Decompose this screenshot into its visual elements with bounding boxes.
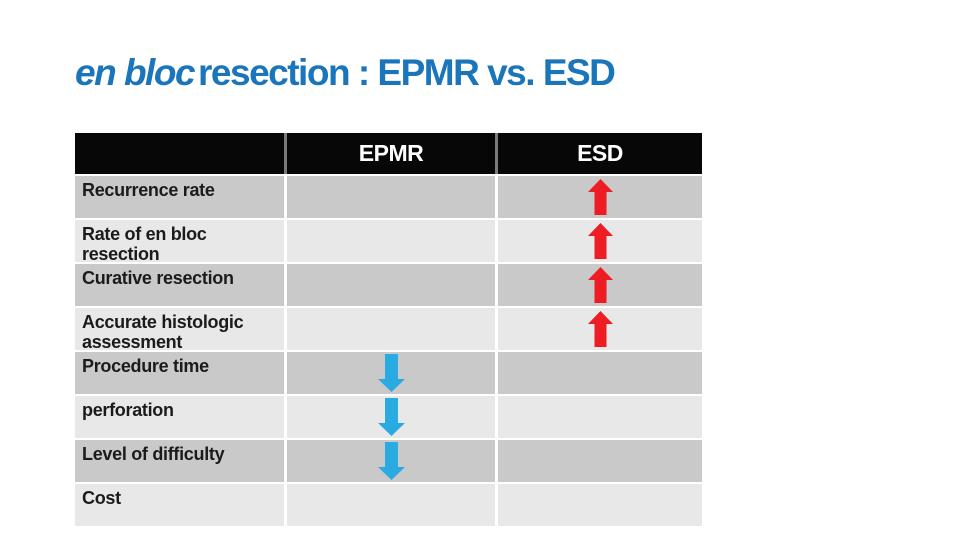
row-label: Cost: [75, 484, 284, 526]
epmr-cell: [287, 396, 495, 438]
row-label: Rate of en bloc resection: [75, 220, 284, 262]
esd-cell: [498, 220, 702, 262]
column-divider: [284, 440, 287, 482]
header-cell-esd: ESD: [498, 133, 702, 174]
epmr-cell: [287, 308, 495, 350]
column-divider: [495, 176, 498, 218]
epmr-cell: [287, 440, 495, 482]
esd-cell: [498, 264, 702, 306]
column-divider: [284, 133, 287, 174]
table-row: Accurate histologic assessment: [75, 308, 702, 350]
row-label: Level of difficulty: [75, 440, 284, 482]
column-divider: [284, 352, 287, 394]
esd-cell: [498, 484, 702, 526]
title-italic: en bloc: [75, 52, 196, 93]
header-cell-epmr: EPMR: [287, 133, 495, 174]
epmr-cell: [287, 352, 495, 394]
up-arrow-icon: [587, 267, 613, 303]
column-divider: [495, 133, 498, 174]
column-divider: [284, 308, 287, 350]
column-divider: [284, 396, 287, 438]
esd-cell: [498, 396, 702, 438]
down-arrow-icon: [377, 398, 405, 436]
column-divider: [495, 308, 498, 350]
row-label: Recurrence rate: [75, 176, 284, 218]
table-row: Cost: [75, 484, 702, 526]
table-row: Curative resection: [75, 264, 702, 306]
column-divider: [495, 264, 498, 306]
up-arrow-icon: [587, 179, 613, 215]
column-divider: [284, 264, 287, 306]
epmr-cell: [287, 484, 495, 526]
esd-cell: [498, 352, 702, 394]
esd-cell: [498, 308, 702, 350]
row-label: Curative resection: [75, 264, 284, 306]
column-divider: [495, 396, 498, 438]
up-arrow-icon: [587, 223, 613, 259]
table-row: Procedure time: [75, 352, 702, 394]
page-title: en bloc resection : EPMR vs. ESD: [75, 52, 616, 95]
column-divider: [495, 352, 498, 394]
row-label: Procedure time: [75, 352, 284, 394]
epmr-cell: [287, 176, 495, 218]
column-divider: [284, 484, 287, 526]
table-row: perforation: [75, 396, 702, 438]
down-arrow-icon: [377, 442, 405, 480]
table-row: Level of difficulty: [75, 440, 702, 482]
header-cell-label: [75, 133, 284, 174]
epmr-cell: [287, 264, 495, 306]
column-divider: [495, 484, 498, 526]
row-label: Accurate histologic assessment: [75, 308, 284, 350]
esd-cell: [498, 176, 702, 218]
up-arrow-icon: [587, 311, 613, 347]
column-divider: [284, 176, 287, 218]
title-rest: resection : EPMR vs. ESD: [198, 52, 616, 93]
column-divider: [495, 440, 498, 482]
esd-cell: [498, 440, 702, 482]
column-divider: [284, 220, 287, 262]
table-row: Rate of en bloc resection: [75, 220, 702, 262]
epmr-cell: [287, 220, 495, 262]
column-divider: [495, 220, 498, 262]
row-label: perforation: [75, 396, 284, 438]
comparison-table: EPMR ESD Recurrence rate Rate of en bloc re…: [75, 133, 702, 528]
table-header-row: EPMR ESD: [75, 133, 702, 174]
down-arrow-icon: [377, 354, 405, 392]
table-row: Recurrence rate: [75, 176, 702, 218]
